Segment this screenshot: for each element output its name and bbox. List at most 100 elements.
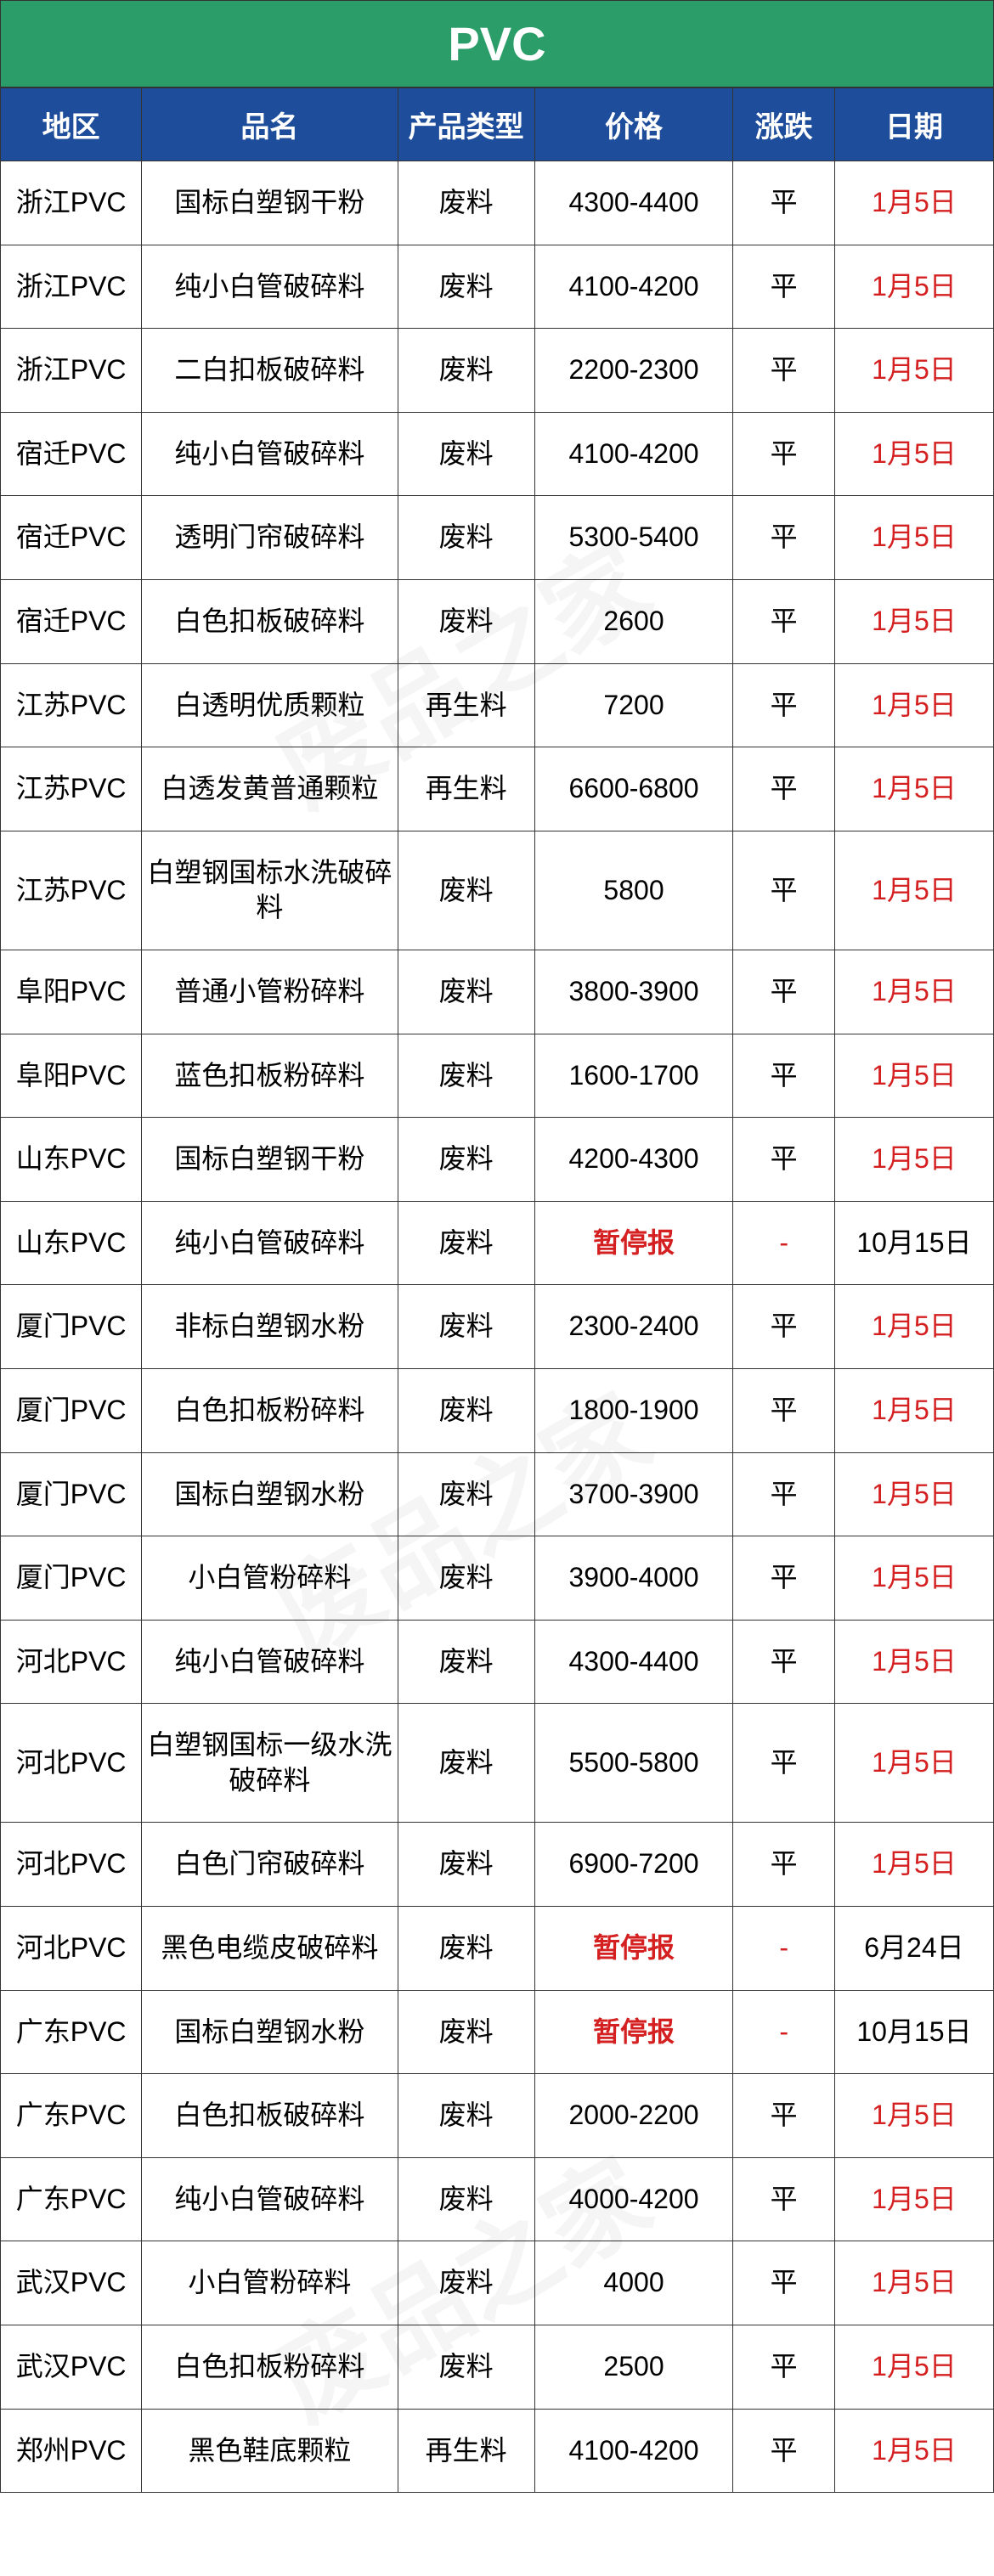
table-row: 广东PVC白色扣板破碎料废料2000-2200平1月5日 <box>1 2074 994 2158</box>
cell-region: 厦门PVC <box>1 1285 142 1369</box>
cell-change: 平 <box>733 496 834 580</box>
cell-change: 平 <box>733 831 834 950</box>
table-row: 厦门PVC小白管粉碎料废料3900-4000平1月5日 <box>1 1536 994 1621</box>
cell-date: 1月5日 <box>834 2074 993 2158</box>
cell-price: 3900-4000 <box>534 1536 733 1621</box>
cell-type: 废料 <box>398 1118 534 1202</box>
cell-name: 国标白塑钢水粉 <box>142 1452 398 1536</box>
cell-price: 5800 <box>534 831 733 950</box>
table-row: 江苏PVC白透明优质颗粒再生料7200平1月5日 <box>1 663 994 747</box>
table-row: 厦门PVC白色扣板粉碎料废料1800-1900平1月5日 <box>1 1368 994 1452</box>
cell-change: 平 <box>733 245 834 329</box>
cell-type: 废料 <box>398 831 534 950</box>
cell-region: 河北PVC <box>1 1620 142 1704</box>
cell-region: 郑州PVC <box>1 2409 142 2493</box>
cell-name: 黑色鞋底颗粒 <box>142 2409 398 2493</box>
cell-change: 平 <box>733 950 834 1034</box>
cell-type: 废料 <box>398 1704 534 1823</box>
cell-type: 废料 <box>398 2157 534 2241</box>
cell-date: 1月5日 <box>834 1620 993 1704</box>
cell-name: 白透明优质颗粒 <box>142 663 398 747</box>
cell-region: 厦门PVC <box>1 1536 142 1621</box>
cell-price: 7200 <box>534 663 733 747</box>
cell-region: 阜阳PVC <box>1 1034 142 1118</box>
table-title: PVC <box>0 0 994 87</box>
cell-name: 二白扣板破碎料 <box>142 329 398 413</box>
cell-date: 1月5日 <box>834 1368 993 1452</box>
cell-date: 10月15日 <box>834 1990 993 2074</box>
cell-name: 非标白塑钢水粉 <box>142 1285 398 1369</box>
cell-change: - <box>733 1201 834 1285</box>
cell-name: 白色扣板粉碎料 <box>142 2325 398 2410</box>
cell-region: 江苏PVC <box>1 747 142 831</box>
table-row: 厦门PVC国标白塑钢水粉废料3700-3900平1月5日 <box>1 1452 994 1536</box>
cell-type: 废料 <box>398 1907 534 1991</box>
cell-region: 阜阳PVC <box>1 950 142 1034</box>
cell-region: 宿迁PVC <box>1 412 142 496</box>
cell-date: 1月5日 <box>834 245 993 329</box>
cell-type: 废料 <box>398 412 534 496</box>
cell-date: 1月5日 <box>834 831 993 950</box>
table-row: 河北PVC黑色电缆皮破碎料废料暂停报-6月24日 <box>1 1907 994 1991</box>
cell-change: 平 <box>733 1620 834 1704</box>
table-row: 江苏PVC白透发黄普通颗粒再生料6600-6800平1月5日 <box>1 747 994 831</box>
cell-type: 废料 <box>398 496 534 580</box>
cell-price: 3700-3900 <box>534 1452 733 1536</box>
cell-change: 平 <box>733 2409 834 2493</box>
cell-date: 1月5日 <box>834 329 993 413</box>
cell-price: 3800-3900 <box>534 950 733 1034</box>
cell-price: 1600-1700 <box>534 1034 733 1118</box>
price-table-container: 废品之家 废品之家 废品之家 PVC 地区 品名 产品类型 价格 涨跌 日期 浙… <box>0 0 994 2493</box>
cell-name: 国标白塑钢干粉 <box>142 1118 398 1202</box>
cell-region: 山东PVC <box>1 1118 142 1202</box>
cell-region: 河北PVC <box>1 1704 142 1823</box>
cell-region: 江苏PVC <box>1 831 142 950</box>
cell-date: 1月5日 <box>834 412 993 496</box>
cell-price: 2300-2400 <box>534 1285 733 1369</box>
cell-name: 国标白塑钢干粉 <box>142 161 398 245</box>
cell-name: 白色扣板破碎料 <box>142 2074 398 2158</box>
cell-name: 透明门帘破碎料 <box>142 496 398 580</box>
cell-date: 1月5日 <box>834 1536 993 1621</box>
cell-price: 暂停报 <box>534 1990 733 2074</box>
cell-date: 1月5日 <box>834 2157 993 2241</box>
cell-date: 1月5日 <box>834 950 993 1034</box>
cell-type: 废料 <box>398 1823 534 1907</box>
cell-price: 4100-4200 <box>534 245 733 329</box>
cell-region: 宿迁PVC <box>1 496 142 580</box>
cell-change: 平 <box>733 1285 834 1369</box>
cell-change: 平 <box>733 1536 834 1621</box>
cell-type: 废料 <box>398 2325 534 2410</box>
cell-region: 山东PVC <box>1 1201 142 1285</box>
cell-name: 小白管粉碎料 <box>142 2241 398 2325</box>
cell-type: 再生料 <box>398 747 534 831</box>
cell-price: 4100-4200 <box>534 2409 733 2493</box>
cell-price: 暂停报 <box>534 1907 733 1991</box>
cell-price: 6900-7200 <box>534 1823 733 1907</box>
cell-change: 平 <box>733 161 834 245</box>
cell-name: 白透发黄普通颗粒 <box>142 747 398 831</box>
cell-date: 1月5日 <box>834 2325 993 2410</box>
cell-change: 平 <box>733 1452 834 1536</box>
cell-region: 浙江PVC <box>1 245 142 329</box>
cell-price: 4000 <box>534 2241 733 2325</box>
header-region: 地区 <box>1 88 142 161</box>
cell-change: 平 <box>733 2074 834 2158</box>
cell-name: 小白管粉碎料 <box>142 1536 398 1621</box>
cell-region: 河北PVC <box>1 1907 142 1991</box>
cell-date: 1月5日 <box>834 2409 993 2493</box>
cell-price: 5300-5400 <box>534 496 733 580</box>
table-row: 武汉PVC小白管粉碎料废料4000平1月5日 <box>1 2241 994 2325</box>
header-change: 涨跌 <box>733 88 834 161</box>
header-name: 品名 <box>142 88 398 161</box>
header-type: 产品类型 <box>398 88 534 161</box>
cell-price: 5500-5800 <box>534 1704 733 1823</box>
cell-region: 宿迁PVC <box>1 579 142 663</box>
cell-price: 1800-1900 <box>534 1368 733 1452</box>
cell-change: - <box>733 1990 834 2074</box>
cell-name: 普通小管粉碎料 <box>142 950 398 1034</box>
cell-region: 厦门PVC <box>1 1368 142 1452</box>
cell-region: 广东PVC <box>1 2157 142 2241</box>
cell-price: 2200-2300 <box>534 329 733 413</box>
cell-region: 河北PVC <box>1 1823 142 1907</box>
